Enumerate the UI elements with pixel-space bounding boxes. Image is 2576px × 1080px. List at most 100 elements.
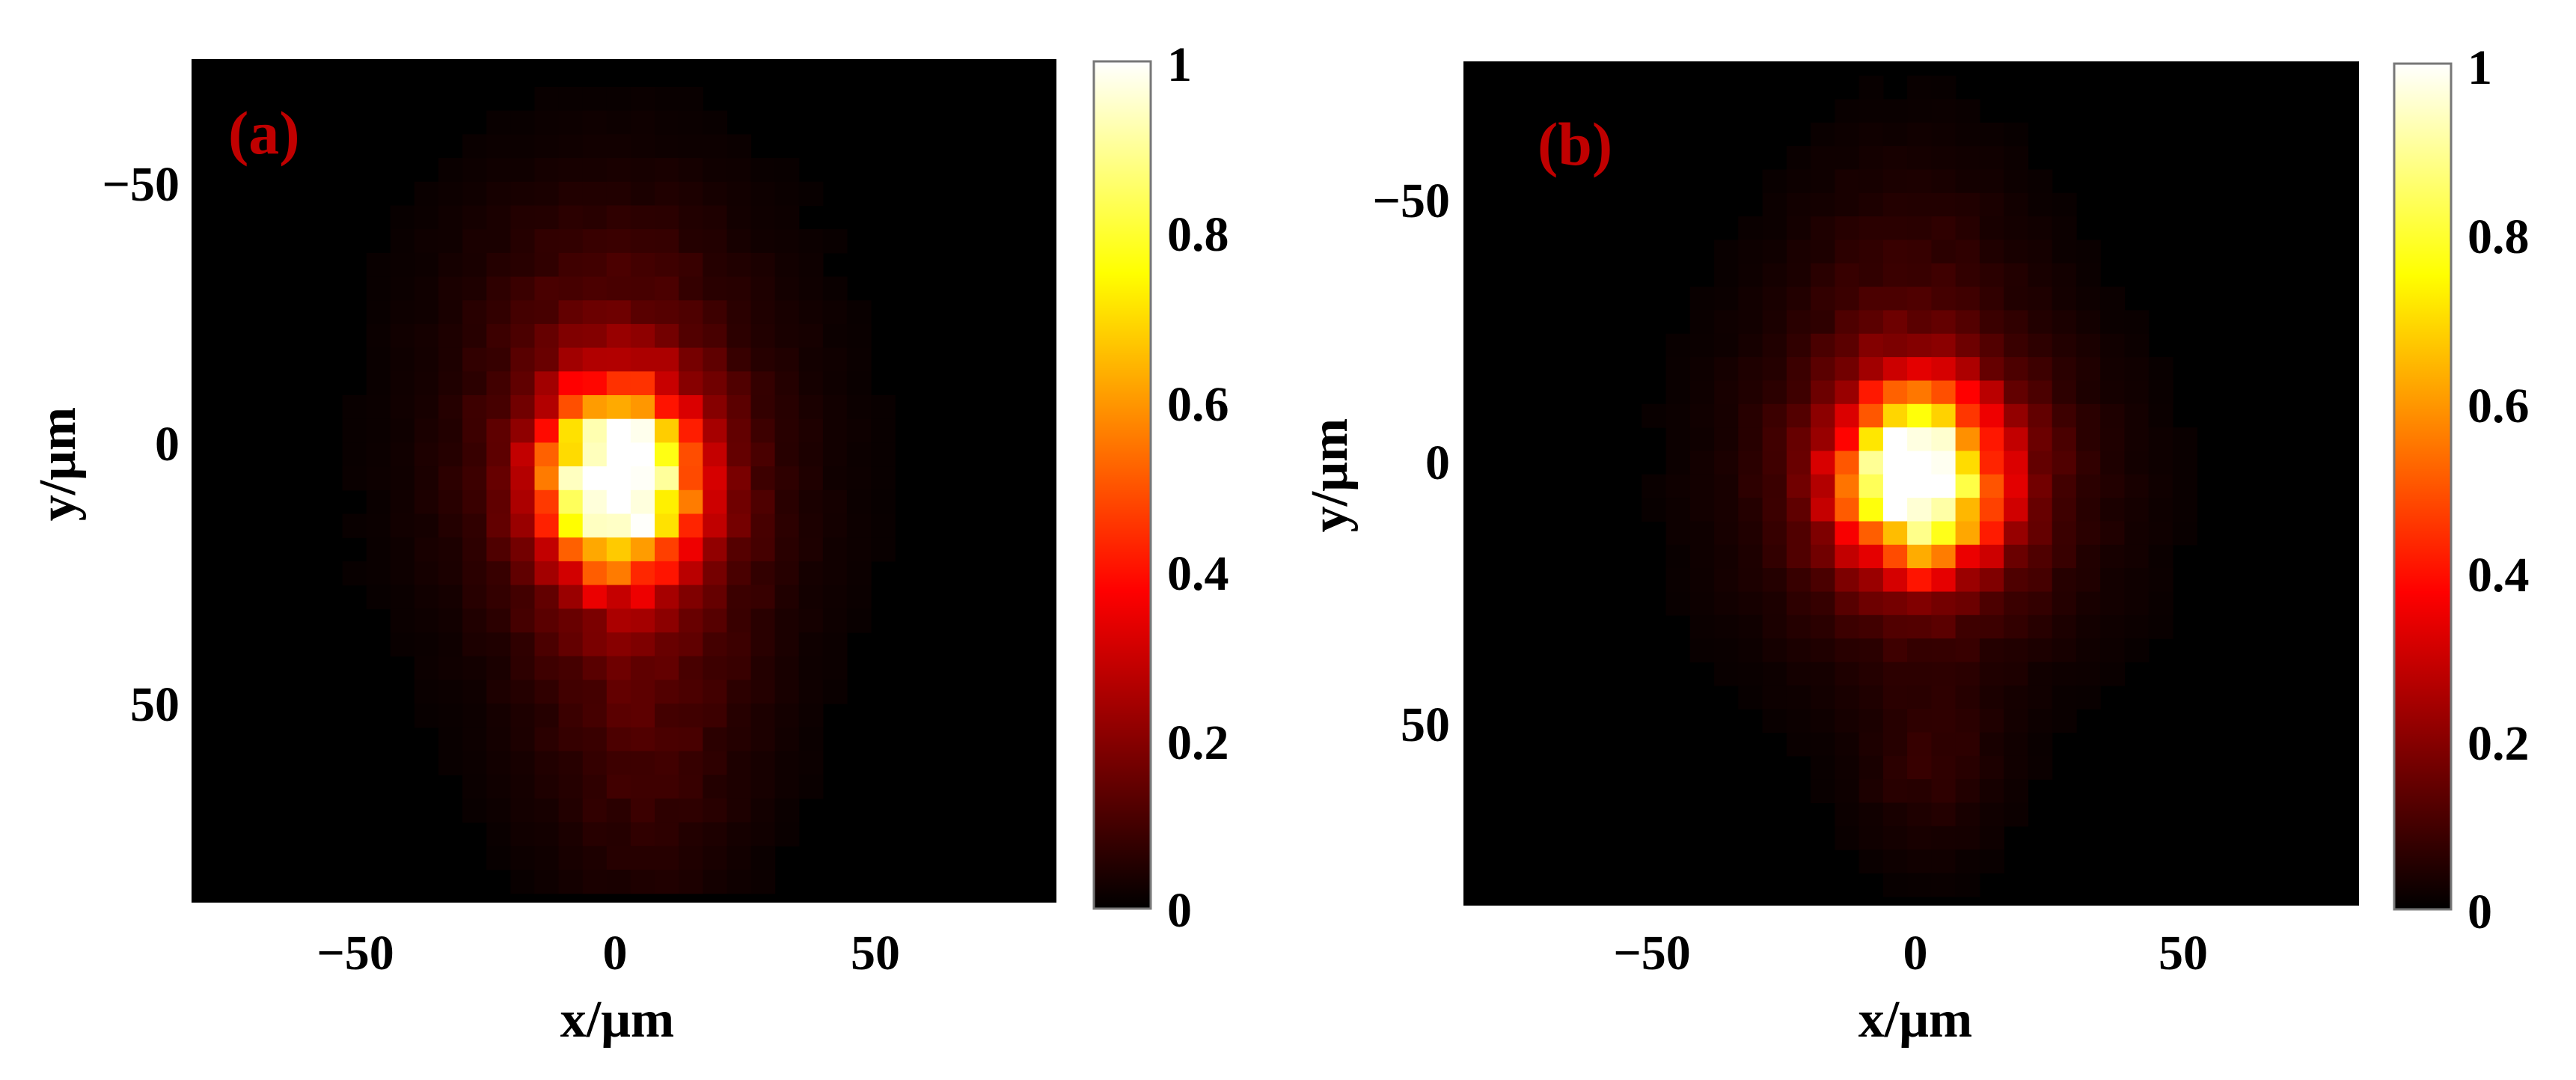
- heatmap-cell: [703, 229, 727, 254]
- heatmap-cell: [1858, 122, 1884, 147]
- heatmap-cell: [2028, 568, 2053, 592]
- colorbar-a: [1092, 60, 1152, 910]
- heatmap-cell: [1931, 169, 1957, 194]
- heatmap-cell: [822, 489, 848, 515]
- heatmap-cell: [1955, 685, 1980, 710]
- heatmap-cell: [1665, 427, 1691, 451]
- heatmap-cell: [1786, 498, 1811, 522]
- heatmap-cell: [1762, 451, 1787, 475]
- heatmap-cell: [582, 680, 608, 704]
- heatmap-cell: [2124, 403, 2150, 428]
- heatmap-cell: [726, 561, 752, 586]
- heatmap-cell: [606, 727, 631, 752]
- heatmap-cell: [534, 158, 560, 183]
- heatmap-cell: [1762, 380, 1787, 405]
- heatmap-cell: [2028, 333, 2053, 358]
- heatmap-cell: [774, 371, 800, 396]
- heatmap-cell: [750, 513, 776, 538]
- heatmap-cell: [703, 585, 727, 609]
- heatmap-cell: [582, 229, 608, 254]
- heatmap-cell: [510, 347, 536, 372]
- heatmap-cell: [462, 395, 487, 420]
- heatmap-cell: [1858, 498, 1884, 522]
- heatmap-cell: [438, 466, 463, 491]
- heatmap-cell: [438, 205, 463, 230]
- heatmap-cell: [2124, 544, 2150, 569]
- heatmap-cell: [1882, 451, 1908, 475]
- heatmap-cell: [390, 537, 415, 562]
- heatmap-cell: [1689, 591, 1715, 616]
- heatmap-cell: [703, 205, 727, 230]
- heatmap-cell: [679, 395, 703, 420]
- heatmap-cell: [630, 798, 655, 823]
- heatmap-cell: [679, 347, 703, 372]
- heatmap-cell: [486, 656, 511, 680]
- heatmap-cell: [1907, 638, 1932, 662]
- heatmap-cell: [606, 846, 631, 870]
- heatmap-cell: [606, 110, 631, 135]
- heatmap-cell: [679, 466, 703, 491]
- heatmap-cell: [1714, 333, 1739, 358]
- heatmap-cell: [486, 229, 511, 254]
- heatmap-cell: [1882, 873, 1908, 897]
- heatmap-cell: [1955, 310, 1980, 335]
- heatmap-cell: [655, 466, 679, 491]
- heatmap-b-cells: [1642, 76, 2197, 897]
- heatmap-cell: [510, 656, 536, 680]
- heatmap-cell: [1689, 638, 1715, 662]
- heatmap-cell: [1835, 638, 1860, 662]
- heatmap-cell: [2004, 521, 2028, 546]
- heatmap-cell: [486, 181, 511, 207]
- heatmap-cell: [558, 442, 584, 467]
- heatmap-cell: [534, 489, 560, 515]
- heatmap-cell: [2028, 240, 2053, 264]
- heatmap-cell: [582, 442, 608, 467]
- heatmap-cell: [798, 229, 824, 254]
- heatmap-cell: [510, 489, 536, 515]
- heatmap-cell: [510, 704, 536, 728]
- heatmap-cell: [2172, 521, 2197, 546]
- heatmap-cell: [1979, 146, 2004, 170]
- heatmap-cell: [750, 585, 776, 609]
- heatmap-cell: [606, 751, 631, 775]
- heatmap-cell: [438, 751, 463, 775]
- heatmap-cell: [1979, 779, 2004, 803]
- heatmap-cell: [486, 798, 511, 823]
- heatmap-cell: [606, 704, 631, 728]
- heatmap-cell: [486, 537, 511, 562]
- heatmap-cell: [871, 395, 896, 420]
- heatmap-cell: [1931, 662, 1957, 686]
- heatmap-cell: [798, 395, 824, 420]
- heatmap-cell: [1931, 685, 1957, 710]
- heatmap-cell: [1955, 403, 1980, 428]
- heatmap-cell: [2004, 755, 2028, 780]
- heatmap-cell: [414, 608, 439, 633]
- colorbar-a-tick-0.8: 0.8: [1167, 207, 1229, 262]
- heatmap-cell: [726, 537, 752, 562]
- heatmap-cell: [630, 680, 655, 704]
- heatmap-cell: [1835, 287, 1860, 311]
- heatmap-cell: [366, 561, 391, 586]
- heatmap-cell: [606, 158, 631, 183]
- heatmap-cell: [1882, 521, 1908, 546]
- heatmap-cell: [630, 181, 655, 207]
- heatmap-cell: [606, 395, 631, 420]
- heatmap-cell: [390, 300, 415, 325]
- heatmap-cell: [1665, 403, 1691, 428]
- heatmap-cell: [486, 561, 511, 586]
- heatmap-cell: [1786, 333, 1811, 358]
- heatmap-cell: [1882, 310, 1908, 335]
- heatmap-cell: [1979, 591, 2004, 616]
- heatmap-cell: [2028, 263, 2053, 287]
- heatmap-cell: [1835, 568, 1860, 592]
- heatmap-cell: [1811, 287, 1835, 311]
- heatmap-cell: [1738, 333, 1763, 358]
- heatmap-cell: [1979, 427, 2004, 451]
- heatmap-cell: [2052, 685, 2077, 710]
- heatmap-cell: [1762, 427, 1787, 451]
- heatmap-cell: [630, 347, 655, 372]
- heatmap-cell: [1979, 403, 2004, 428]
- heatmap-cell: [438, 252, 463, 278]
- heatmap-cell: [1762, 216, 1787, 240]
- heatmap-cell: [2148, 427, 2173, 451]
